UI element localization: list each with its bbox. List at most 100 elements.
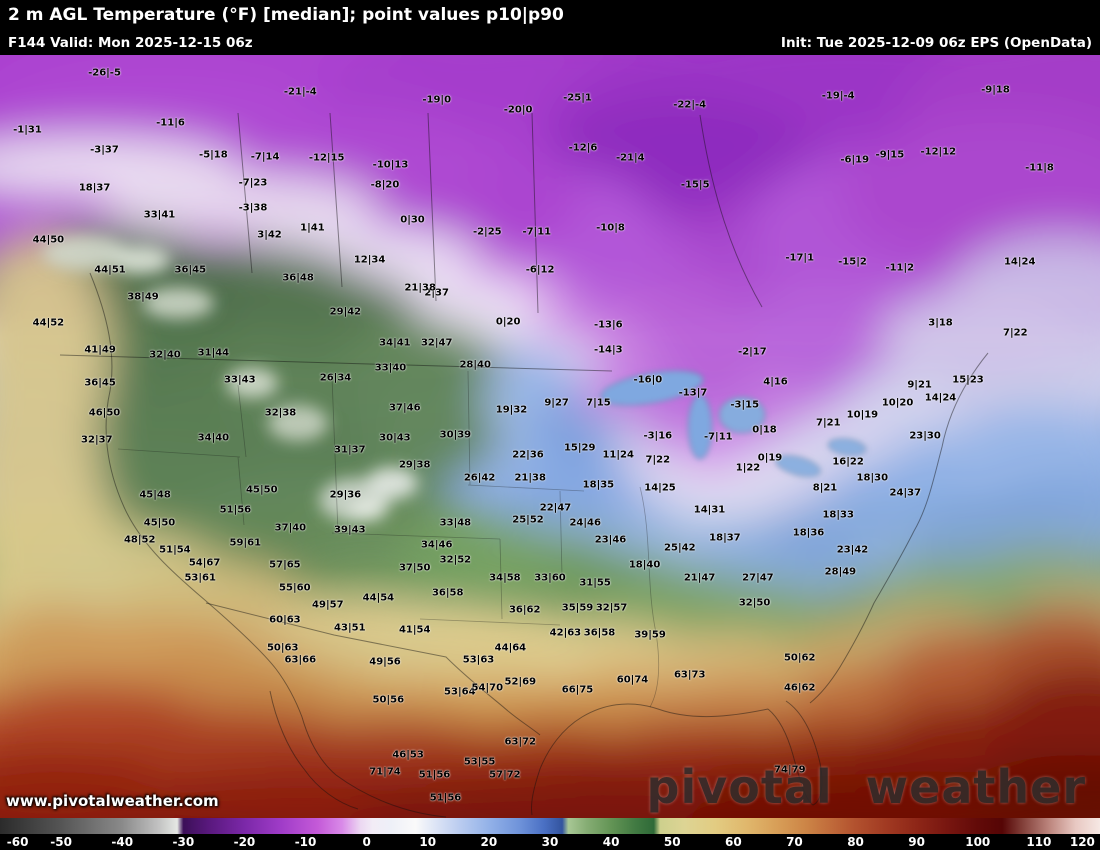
point-value: 41|54	[398, 624, 431, 636]
point-value: 63|73	[673, 669, 706, 681]
point-value: -7|11	[522, 226, 552, 238]
point-value: -12|6	[568, 142, 598, 154]
point-value: -6|12	[525, 264, 555, 276]
point-value: 18|33	[822, 509, 854, 521]
point-value: 15|29	[563, 442, 596, 454]
colorbar-tick: -30	[172, 835, 195, 849]
point-value: 46|50	[88, 407, 121, 419]
point-value: 32|38	[264, 407, 297, 419]
point-value: 28|40	[459, 359, 491, 371]
point-value: 32|47	[420, 337, 453, 349]
point-value: 8|21	[812, 482, 838, 494]
point-value: -13|6	[593, 319, 623, 331]
point-value: 54|67	[188, 557, 221, 569]
point-value: 24|46	[569, 517, 601, 529]
point-value: 41|49	[84, 344, 116, 356]
state-borders	[117, 370, 660, 708]
point-value: 51|56	[418, 769, 451, 781]
colorbar-tick: 0	[362, 835, 371, 849]
point-value: 18|37	[78, 182, 111, 194]
point-value: -3|16	[643, 430, 673, 442]
point-value: 21|38	[404, 282, 436, 294]
point-value: 18|30	[856, 472, 889, 484]
point-value: 39|59	[634, 629, 666, 641]
point-value: 50|56	[372, 694, 405, 706]
point-value: 3|42	[257, 229, 282, 241]
point-value: 23|30	[909, 430, 941, 442]
point-value: 49|57	[312, 599, 344, 611]
point-value: 14|31	[693, 504, 726, 516]
point-value: -3|15	[730, 399, 760, 411]
point-value: 7|22	[645, 454, 671, 466]
pivotal-weather-logo: pivotal weather	[646, 760, 1086, 814]
colorbar-tick: -60	[6, 835, 29, 849]
point-value: 33|41	[143, 209, 176, 221]
point-value: 53|63	[462, 654, 495, 666]
point-value: 15|23	[952, 374, 984, 386]
point-value: 11|24	[602, 449, 634, 461]
map-canvas[interactable]: -26|-5 -21|-4 -19|0 -20|0 -25|1 -22|-4 -19|-4 -…	[0, 55, 1100, 818]
point-value: 53|55	[463, 756, 496, 768]
colorbar-tick: -10	[294, 835, 317, 849]
point-value: 7|15	[586, 397, 611, 409]
point-value: 44|52	[32, 317, 65, 329]
point-value: 59|61	[229, 537, 262, 549]
colorbar-tick: 80	[847, 835, 864, 849]
point-value: 54|70	[471, 682, 504, 694]
point-value: 30|39	[439, 429, 472, 441]
point-value: 33|43	[224, 374, 256, 386]
point-value: -8|20	[370, 179, 400, 191]
point-value: 33|60	[534, 572, 566, 584]
point-value: 18|37	[709, 532, 741, 544]
point-value: 37|46	[389, 402, 421, 414]
point-value: -13|7	[678, 387, 708, 399]
point-value: -11|6	[156, 117, 185, 129]
point-value: 36|45	[174, 264, 207, 276]
colorbar-tick: -40	[111, 835, 134, 849]
point-value: 36|58	[583, 627, 616, 639]
point-value: -12|15	[308, 152, 345, 164]
temperature-colorbar: -60 -50 -40 -30 -20 -10 0 10 20 30 40 50 60 70 80 90 100…	[0, 818, 1100, 850]
colorbar-ticks: -60 -50 -40 -30 -20 -10 0 10 20 30 40 50 60 70 80 90 100…	[0, 834, 1100, 850]
point-value: 32|37	[81, 434, 113, 446]
point-value: 42|63	[549, 627, 582, 639]
valid-time: F144 Valid: Mon 2025-12-15 06z	[8, 34, 253, 51]
point-value: 43|51	[334, 622, 366, 634]
point-value: 22|47	[539, 502, 572, 514]
point-value: 29|42	[329, 306, 362, 318]
point-value: 57|65	[269, 559, 301, 571]
point-value: 46|62	[783, 682, 816, 694]
point-value: 9|27	[544, 397, 569, 409]
colorbar-tick: -50	[50, 835, 72, 849]
point-value: 55|60	[279, 582, 311, 594]
point-value: -22|-4	[673, 99, 707, 111]
point-value: 34|40	[197, 432, 230, 444]
point-value: 63|72	[504, 736, 537, 748]
point-value: 14|24	[1003, 256, 1036, 268]
colorbar-tick: 50	[663, 835, 681, 849]
point-value: -26|-5	[88, 67, 121, 79]
point-value: 1|41	[300, 222, 325, 234]
point-value: 32|57	[595, 602, 628, 614]
point-value: 34|58	[489, 572, 521, 584]
point-value: 18|40	[628, 559, 661, 571]
point-value: 50|63	[266, 642, 299, 654]
point-value: 27|47	[742, 572, 774, 584]
point-value: -16|0	[633, 374, 663, 386]
point-value: 10|19	[846, 409, 879, 421]
point-value: 53|61	[184, 572, 216, 584]
point-value: 32|52	[439, 554, 472, 566]
point-value: -7|23	[238, 177, 268, 189]
point-value: 60|74	[616, 674, 649, 686]
point-value: -10|8	[596, 222, 625, 234]
point-value: 45|50	[246, 484, 278, 496]
point-value: 16|22	[832, 456, 864, 468]
point-value: 26|34	[319, 372, 352, 384]
point-value: 45|48	[139, 489, 171, 501]
point-value: 35|59	[561, 602, 594, 614]
point-value: -12|12	[920, 146, 957, 158]
point-value: -7|14	[250, 151, 280, 163]
great-lakes	[600, 370, 867, 477]
point-value: 29|38	[398, 459, 431, 471]
